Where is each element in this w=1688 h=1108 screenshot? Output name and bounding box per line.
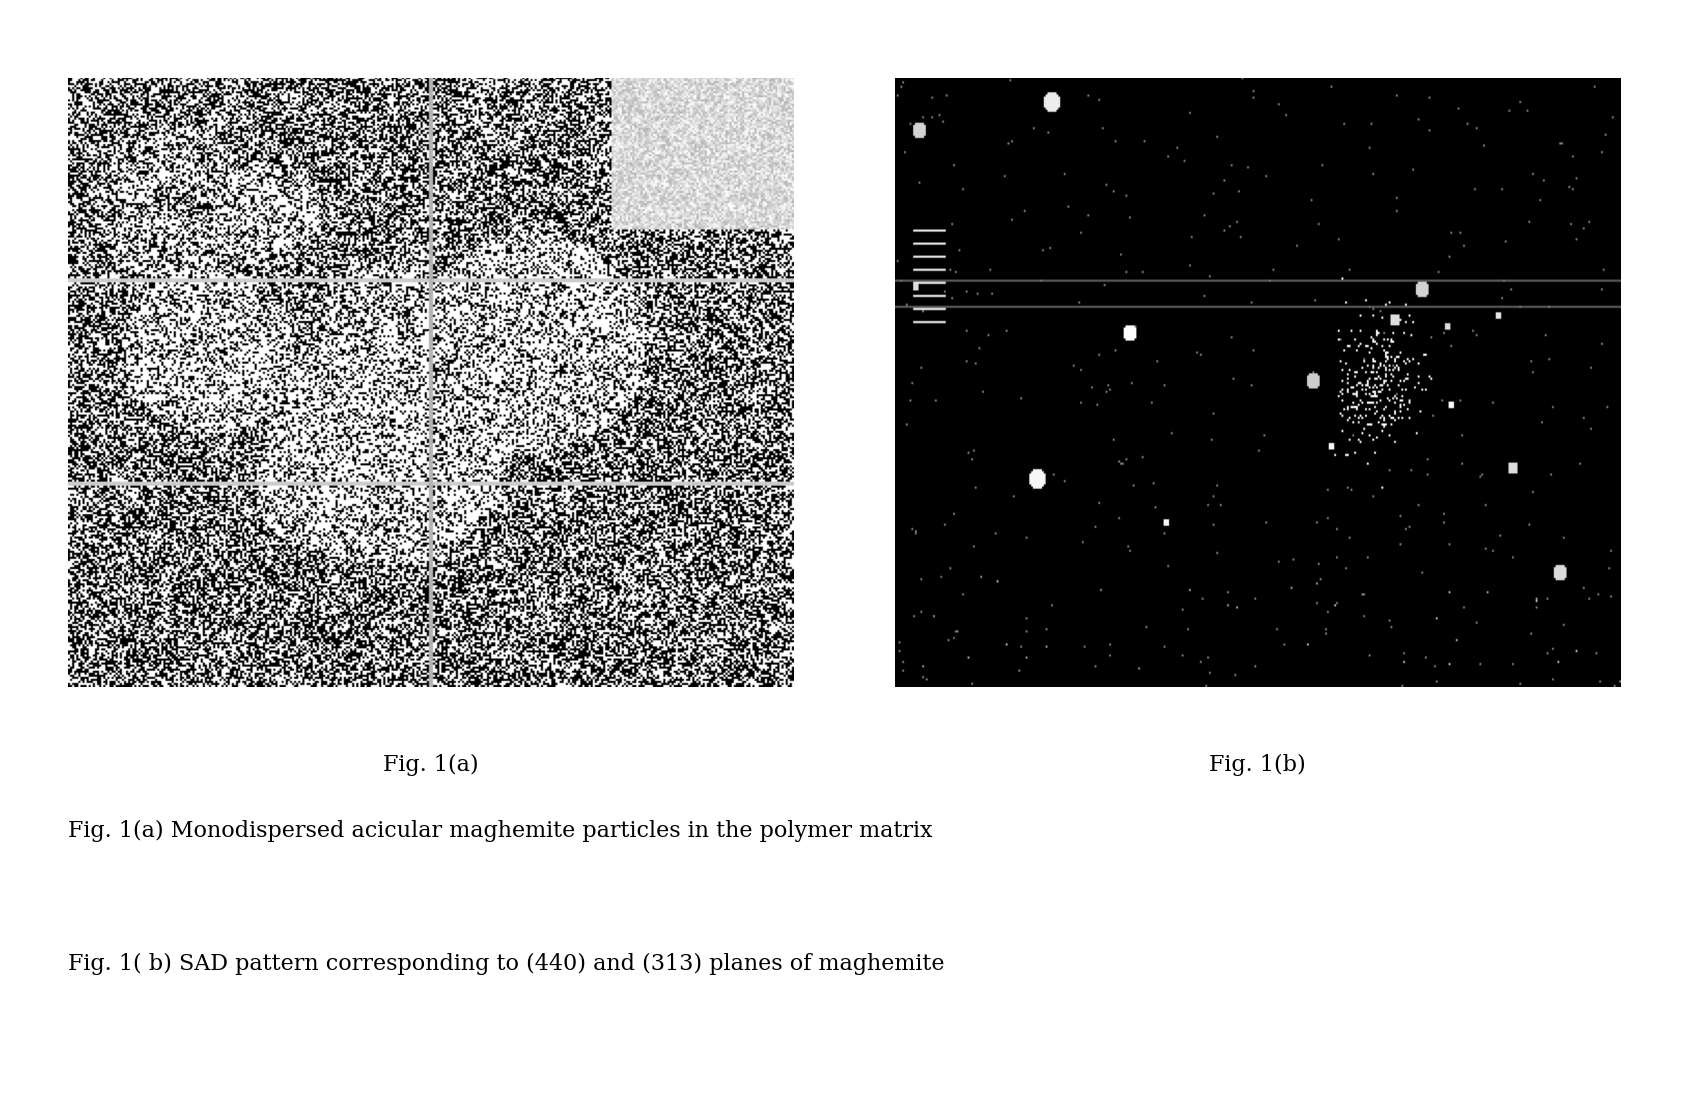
Text: Fig. 1(a) Monodispersed acicular maghemite particles in the polymer matrix: Fig. 1(a) Monodispersed acicular maghemi… (68, 820, 932, 842)
Text: Fig. 1( b) SAD pattern corresponding to (440) and (313) planes of maghemite: Fig. 1( b) SAD pattern corresponding to … (68, 953, 944, 975)
Text: Fig. 1(a): Fig. 1(a) (383, 753, 478, 776)
Text: Fig. 1(b): Fig. 1(b) (1209, 753, 1307, 776)
